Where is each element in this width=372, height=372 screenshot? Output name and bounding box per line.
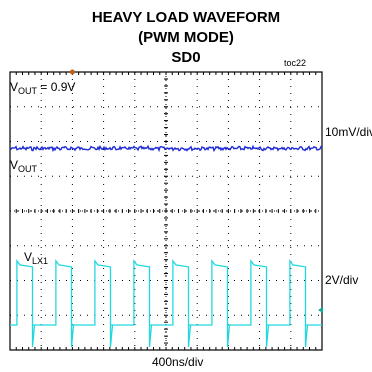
vlx1-scale-label: 2V/div xyxy=(325,273,359,287)
figure-code: toc22 xyxy=(284,58,307,68)
x-axis-label: 400ns/div xyxy=(152,355,204,369)
chart-title-line1: HEAVY LOAD WAVEFORM xyxy=(91,9,281,26)
vout-trace-label: VOUT xyxy=(10,158,38,174)
vout-annotation: VOUT = 0.9V xyxy=(10,80,76,96)
trigger-marker xyxy=(69,69,75,75)
vlx1-trace xyxy=(10,258,322,348)
ground-marker xyxy=(318,307,323,314)
vout-scale-label: 10mV/div xyxy=(325,125,372,139)
chart-title-line2: (PWM MODE) xyxy=(138,29,234,46)
vout-trace xyxy=(9,144,323,153)
vlx1-trace-label: VLX1 xyxy=(24,250,49,266)
chart-title-line3: SD0 xyxy=(171,49,201,66)
